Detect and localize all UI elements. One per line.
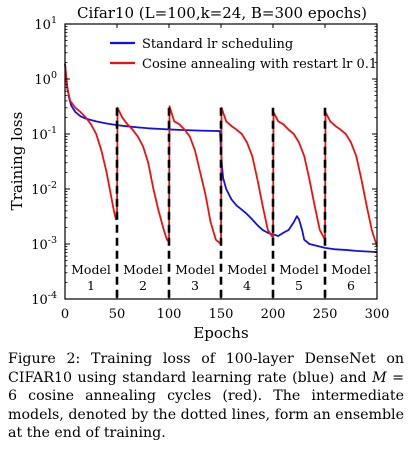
legend-box [106,32,374,74]
model-label-number-4: 4 [243,278,251,293]
y-tick-label: 10-1 [31,125,57,143]
y-axis-ticks: 101 100 10-1 10-2 10-3 10-4 [31,15,377,308]
x-axis-label: Epochs [193,324,248,342]
y-tick-label: 100 [34,70,57,88]
model-label-number-5: 5 [295,278,303,293]
caption-text-a: Training loss of 100-layer DenseNet on C… [8,351,404,386]
x-tick-label: 50 [109,307,126,322]
legend: Standard lr scheduling Cosine annealing … [106,32,377,74]
model-label-number-3: 3 [191,278,199,293]
y-tick-label: 10-4 [31,290,57,308]
model-label-6: Model [331,262,371,277]
legend-label-standard: Standard lr scheduling [142,37,293,52]
model-label-4: Model [227,262,267,277]
series-line-standard [64,63,377,253]
x-tick-label: 150 [209,307,234,322]
model-label-3: Model [175,262,215,277]
caption-math-var: M [372,369,387,386]
x-tick-label: 250 [313,307,338,322]
model-label-number-1: 1 [87,278,95,293]
caption-label: Figure 2: [8,351,81,367]
model-label-1: Model [71,262,111,277]
x-tick-label: 300 [365,307,390,322]
figure-caption: Figure 2: Training loss of 100-layer Den… [8,350,404,443]
x-tick-label: 100 [157,307,182,322]
y-tick-label: 10-2 [31,180,57,198]
model-label-number-2: 2 [139,278,147,293]
y-tick-label: 101 [34,15,57,33]
x-tick-label: 200 [261,307,286,322]
divider-layer [115,107,327,299]
x-axis-ticks: 0 50 100 150 200 250 300 [61,24,390,322]
series-line-cosine [64,63,378,247]
caption-math-rest: = 6 [8,369,404,405]
legend-label-cosine: Cosine annealing with restart lr 0.1 [142,57,377,72]
model-label-5: Model [279,262,319,277]
chart-title: Cifar10 (L=100,k=24, B=300 epochs) [77,4,367,22]
model-label-2: Model [123,262,163,277]
y-axis-label: Training loss [8,112,26,211]
training-loss-chart: Cifar10 (L=100,k=24, B=300 epochs) Model… [8,4,390,342]
model-label-number-6: 6 [347,278,355,293]
x-tick-label: 0 [61,307,69,322]
caption-text-b: cosine annealing cycles (red). The inter… [8,388,404,442]
series-layer [64,63,378,253]
y-tick-label: 10-3 [31,235,57,253]
